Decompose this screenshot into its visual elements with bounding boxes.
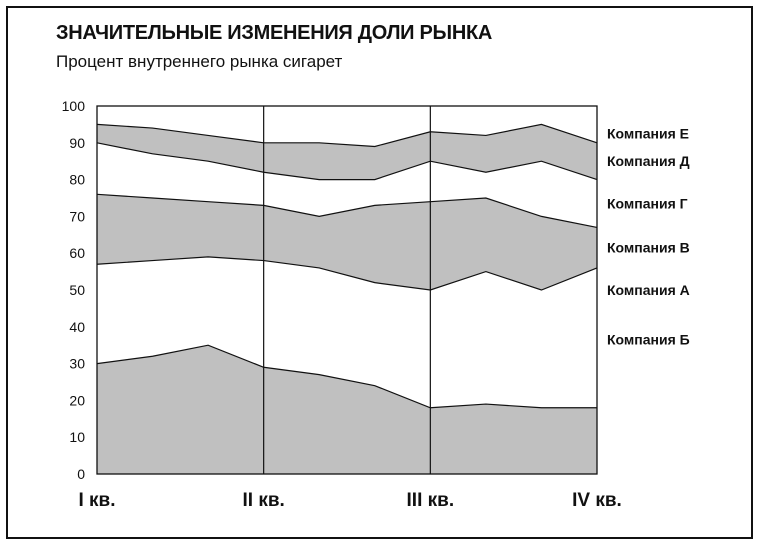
y-tick-label: 60 [69,245,85,261]
series-label: Компания Е [607,126,689,142]
band-6 [97,106,597,147]
y-tick-label: 30 [69,356,85,372]
band-3 [97,194,597,290]
series-label: Компания Г [607,196,688,212]
boundary-line-3 [96,193,598,229]
y-tick-label: 80 [69,172,85,188]
y-tick-label: 50 [69,282,85,298]
y-tick-label: 20 [69,392,85,408]
band-1 [97,345,597,474]
chart-title: ЗНАЧИТЕЛЬНЫЕ ИЗМЕНЕНИЯ ДОЛИ РЫНКА [56,22,493,44]
y-tick-label: 90 [69,135,85,151]
plot-border [96,105,598,475]
y-tick-label: 0 [77,466,85,482]
y-tick-label: 70 [69,208,85,224]
y-tick-label: 100 [62,98,86,114]
x-tick-label: I кв. [78,490,115,511]
series-label: Компания Б [607,332,690,348]
x-tick-label: II кв. [243,490,285,511]
band-5 [97,124,597,180]
series-label: Компания А [607,282,690,298]
y-tick-label: 40 [69,319,85,335]
series-label: Компания Д [607,153,690,169]
boundary-line-4 [96,142,598,181]
series-label: Компания В [607,240,690,256]
x-tick-label: III кв. [407,490,455,511]
boundary-line-1 [96,344,597,409]
boundary-line-2 [96,256,598,291]
x-tick-label: IV кв. [572,490,622,511]
band-2 [97,256,597,408]
boundary-line-5 [96,123,598,148]
chart-subtitle: Процент внутреннего рынка сигарет [56,52,343,71]
y-tick-label: 10 [69,429,85,445]
